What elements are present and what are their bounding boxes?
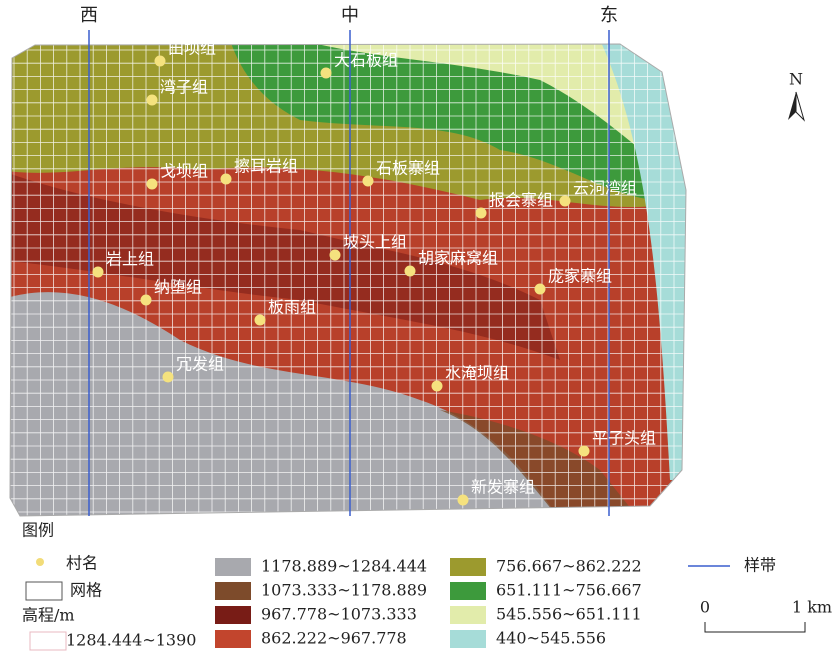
village-dot [560,196,571,207]
legend-elevation-title: 高程/m [22,606,75,625]
scale-bar [705,622,805,632]
legend-elevation: 1178.889~1284.444 [261,557,427,576]
legend-swatch [450,558,486,576]
village-label: 坡头上组 [343,233,407,252]
legend-village-icon [36,558,44,566]
legend-elevation: 545.556~651.111 [496,605,642,624]
village-label: 石板寨组 [376,159,440,178]
village-label: 岩上组 [106,250,154,269]
legend-swatch [215,630,251,648]
village-dot [221,174,232,185]
legend-elevation: 1284.444~1390 [66,631,196,650]
legend-swatch [450,582,486,600]
legend-swatch [215,582,251,600]
village-dot [535,284,546,295]
legend-elevation: 651.111~756.667 [496,581,642,600]
village-label: 水淹坝组 [445,364,509,383]
village-dot [458,495,469,506]
legend-grid-icon [26,582,62,600]
village-label: 大石板组 [334,51,398,70]
village-dot [432,381,443,392]
village-dot [93,267,104,278]
legend-elevation: 862.222~967.778 [261,629,407,648]
legend-swatch [30,632,66,650]
legend-elevation: 440~545.556 [496,629,606,648]
village-label: 胡家麻窝组 [418,249,498,268]
village-dot [141,295,152,306]
legend-elevation: 756.667~862.222 [496,557,642,576]
village-dot [163,372,174,383]
village-dot [155,56,166,67]
village-label: 冗发组 [176,355,224,374]
legend-grid: 网格 [70,581,102,600]
village-label: 湾子组 [160,78,208,97]
village-label: 平子头组 [592,429,656,448]
legend-transect: 样带 [744,556,776,575]
legend-swatch [215,558,251,576]
village-label: 擦耳岩组 [234,157,298,176]
transect-label: 中 [341,5,359,26]
village-label: 云洞湾组 [573,179,637,198]
north-arrow: N [788,70,804,121]
village-dot [363,176,374,187]
scale-end: 1 km [792,598,832,617]
village-dot [579,446,590,457]
village-dot [476,208,487,219]
village-label: 田坝组 [168,39,216,58]
village-label: 戈坝组 [160,162,208,181]
village-dot [255,315,266,326]
village-label: 纳堕组 [154,278,202,297]
transect-label: 东 [600,5,618,26]
legend-title: 图例 [22,521,54,540]
north-label: N [789,70,803,89]
legend-swatch [450,606,486,624]
legend-elevation: 1073.333~1178.889 [261,581,427,600]
village-dot [405,266,416,277]
scale-start: 0 [700,598,710,617]
legend-swatch [450,630,486,648]
village-dot [147,179,158,190]
village-label: 庞家寨组 [548,267,612,286]
village-label: 报会寨组 [489,191,553,210]
legend-village: 村名 [66,554,98,573]
village-label: 新发寨组 [471,478,535,497]
village-dot [147,95,158,106]
legend-elevation: 967.778~1073.333 [261,605,417,624]
transect-label: 西 [80,5,98,26]
village-dot [330,250,341,261]
village-label: 板雨组 [268,298,316,317]
legend-swatch [215,606,251,624]
map: 西 中 东 田坝组湾子组 大石板组戈坝组 擦耳岩组 石板寨组报会寨组 云洞湾组岩上组 坡头上组… [0,0,839,654]
village-dot [321,68,332,79]
